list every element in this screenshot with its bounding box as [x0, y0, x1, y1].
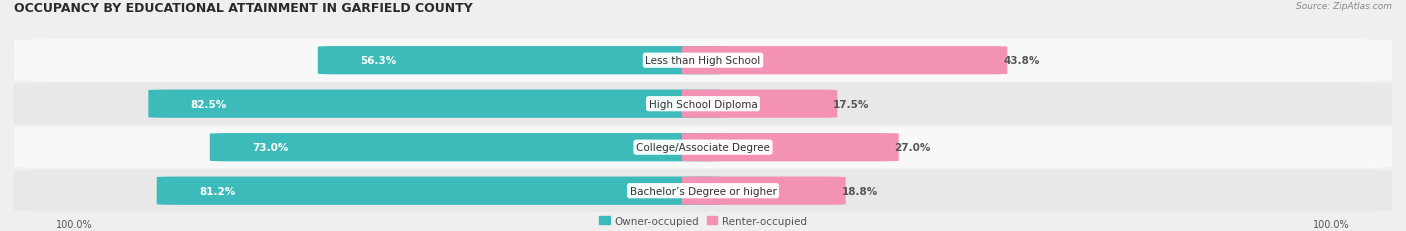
Text: 73.0%: 73.0% — [252, 143, 288, 152]
Text: Less than High School: Less than High School — [645, 56, 761, 66]
FancyBboxPatch shape — [682, 47, 1007, 75]
FancyBboxPatch shape — [156, 177, 724, 205]
Text: 27.0%: 27.0% — [894, 143, 931, 152]
FancyBboxPatch shape — [149, 90, 724, 118]
Text: College/Associate Degree: College/Associate Degree — [636, 143, 770, 152]
Text: 100.0%: 100.0% — [1313, 219, 1350, 229]
FancyBboxPatch shape — [14, 40, 1392, 82]
Text: Source: ZipAtlas.com: Source: ZipAtlas.com — [1296, 2, 1392, 11]
Text: 17.5%: 17.5% — [832, 99, 869, 109]
Text: 56.3%: 56.3% — [360, 56, 396, 66]
FancyBboxPatch shape — [209, 134, 724, 162]
Text: 43.8%: 43.8% — [1002, 56, 1039, 66]
FancyBboxPatch shape — [14, 83, 1392, 125]
FancyBboxPatch shape — [682, 90, 838, 118]
FancyBboxPatch shape — [14, 127, 1392, 168]
Text: High School Diploma: High School Diploma — [648, 99, 758, 109]
FancyBboxPatch shape — [682, 177, 845, 205]
FancyBboxPatch shape — [318, 47, 724, 75]
Text: 100.0%: 100.0% — [56, 219, 93, 229]
FancyBboxPatch shape — [682, 134, 898, 162]
Text: OCCUPANCY BY EDUCATIONAL ATTAINMENT IN GARFIELD COUNTY: OCCUPANCY BY EDUCATIONAL ATTAINMENT IN G… — [14, 2, 472, 15]
Legend: Owner-occupied, Renter-occupied: Owner-occupied, Renter-occupied — [599, 216, 807, 226]
Text: Bachelor’s Degree or higher: Bachelor’s Degree or higher — [630, 186, 776, 196]
Text: 82.5%: 82.5% — [191, 99, 226, 109]
Text: 18.8%: 18.8% — [841, 186, 877, 196]
Text: 81.2%: 81.2% — [198, 186, 235, 196]
FancyBboxPatch shape — [14, 170, 1392, 212]
